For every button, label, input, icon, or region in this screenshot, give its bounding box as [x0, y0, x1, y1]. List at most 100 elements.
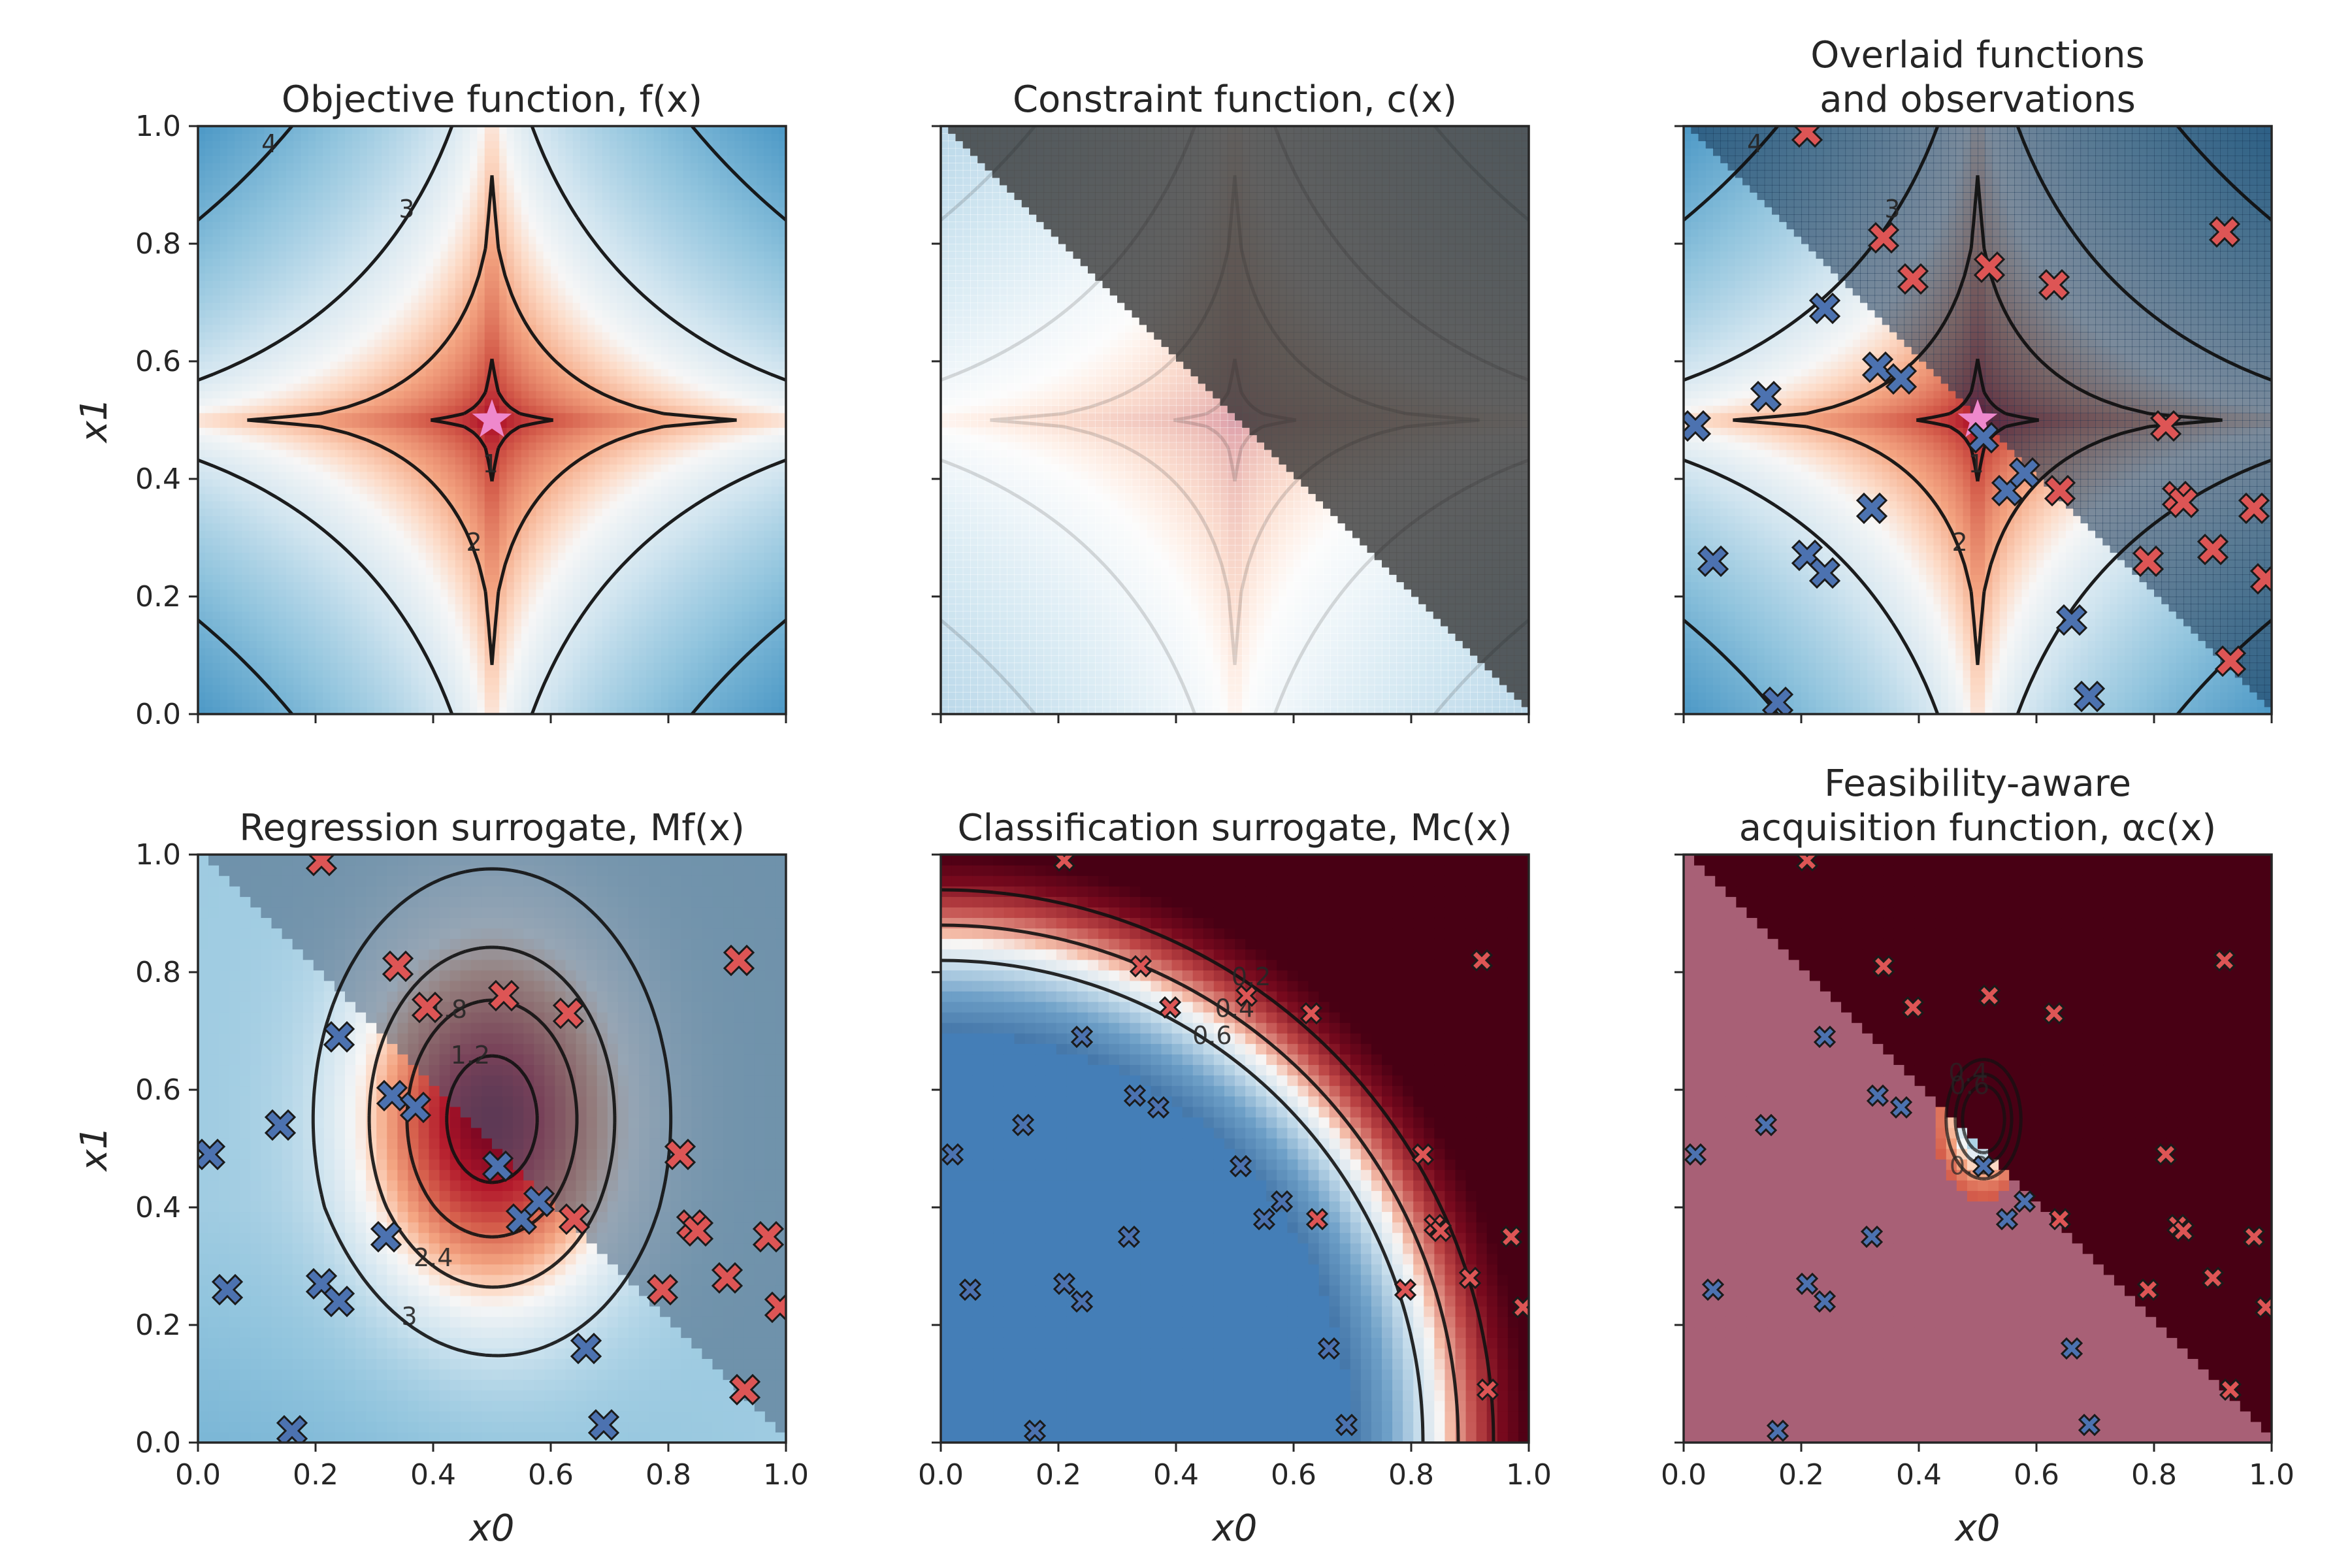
- observation-marker: [1235, 984, 1258, 1007]
- observation-marker: [2254, 1296, 2272, 1319]
- observation-marker: [523, 1185, 555, 1218]
- observation-marker: [1967, 421, 2000, 454]
- observation-marker: [1394, 1278, 1417, 1301]
- observation-marker: [1470, 949, 1494, 972]
- observation-marker: [1023, 1419, 1047, 1443]
- x-axis-label: x0: [1954, 1507, 2001, 1550]
- plot-frame: [939, 125, 1530, 715]
- plot-frame: [197, 125, 787, 715]
- chart-panel-6: 0.20.40.60.0 0.2 0.4 0.6 0.8 1.0x0Feasibility…: [1661, 762, 2295, 1550]
- optimum-star: [472, 399, 512, 437]
- observation-marker: [2201, 1266, 2225, 1290]
- contour-label: 0.6: [1192, 1021, 1232, 1050]
- x-tick-label: 0.2: [1778, 1458, 1824, 1492]
- plot-frame: [939, 853, 1530, 1444]
- observation-marker: [2055, 604, 2088, 636]
- observation-marker: [2208, 216, 2241, 248]
- x-tick-label: 1.0: [763, 1458, 809, 1492]
- contour-line: [247, 175, 737, 665]
- observation-marker: [1813, 1025, 1837, 1049]
- x-tick-label: 0.4: [410, 1458, 456, 1492]
- observation-marker: [711, 1262, 743, 1294]
- panel-title: Overlaid functions: [1810, 34, 2144, 76]
- contour-line: [941, 126, 1529, 714]
- observation-marker: [2044, 474, 2076, 507]
- y-axis-label: x1: [73, 398, 116, 444]
- panel-title: Classification surrogate, Mc(x): [958, 807, 1512, 849]
- observation-marker: [2249, 563, 2272, 595]
- y-tick-label: 0.4: [135, 463, 181, 496]
- plot-frame: [1682, 853, 2273, 1444]
- observation-marker: [1995, 1207, 2019, 1231]
- observation-marker: [1158, 996, 1182, 1019]
- observation-marker: [1123, 1084, 1147, 1107]
- observation-marker: [1129, 955, 1152, 978]
- contour-line: [198, 126, 786, 714]
- observation-marker: [1053, 1272, 1076, 1296]
- y-tick-label: 1.0: [135, 110, 181, 143]
- contour-label: 0.4: [1948, 1058, 1987, 1087]
- observation-marker: [1813, 1290, 1837, 1313]
- panel-title: Objective function, f(x): [282, 78, 702, 121]
- contour-line: [430, 358, 554, 482]
- contour-line: [1733, 175, 2223, 665]
- observation-marker: [587, 1409, 620, 1441]
- observation-marker: [211, 1273, 244, 1306]
- contour-line: [1961, 1084, 2006, 1154]
- contour-line: [445, 1054, 539, 1184]
- x-tick-label: 1.0: [1506, 1458, 1552, 1492]
- observation-marker: [552, 997, 585, 1030]
- observation-marker: [1866, 1084, 1889, 1107]
- observation-marker: [1299, 1002, 1323, 1025]
- observation-marker: [1305, 1207, 1329, 1231]
- contour-label: 2: [466, 528, 482, 557]
- observation-marker: [2042, 1002, 2066, 1025]
- observation-marker: [1808, 292, 1841, 325]
- y-tick-label: 0.6: [135, 1073, 181, 1107]
- x-tick-label: 0.2: [1036, 1458, 1081, 1492]
- observation-marker: [728, 1373, 761, 1406]
- observation-marker: [2038, 269, 2070, 301]
- observation-marker: [1860, 1225, 1884, 1249]
- observation-marker: [1147, 1096, 1170, 1119]
- observation-marker: [1011, 1113, 1035, 1137]
- observation-marker: [1270, 1190, 1294, 1213]
- observation-marker: [1411, 1143, 1435, 1166]
- contour-label: 2: [1952, 528, 1968, 557]
- observation-marker: [1701, 1278, 1725, 1301]
- x-tick-label: 0.2: [293, 1458, 338, 1492]
- panel-title: acquisition function, αc(x): [1739, 807, 2216, 849]
- observation-marker: [2238, 492, 2270, 525]
- observation-marker: [1766, 1419, 1789, 1443]
- observation-marker: [2132, 545, 2164, 578]
- observation-marker: [1252, 1207, 1276, 1231]
- contour-line: [1944, 1058, 2023, 1181]
- observation-marker: [1429, 1219, 1452, 1243]
- observation-marker: [941, 1143, 964, 1166]
- observation-marker: [1476, 1378, 1499, 1401]
- observation-marker: [323, 1285, 355, 1318]
- observation-marker: [411, 991, 444, 1024]
- observation-marker: [1697, 545, 1729, 578]
- contour-line: [198, 126, 786, 714]
- observation-marker: [681, 1215, 714, 1247]
- observation-marker: [399, 1091, 432, 1124]
- chart-panel-5: 0.20.40.60.0 0.2 0.4 0.6 0.8 1.0x0Classificat…: [918, 807, 1552, 1550]
- observation-marker: [2242, 1225, 2266, 1249]
- observation-marker: [764, 1291, 786, 1324]
- observation-marker: [1684, 1143, 1707, 1166]
- observation-marker: [2219, 1378, 2242, 1401]
- observation-marker: [382, 950, 414, 983]
- observation-marker: [2154, 1143, 2178, 1166]
- x-tick-label: 0.0: [918, 1458, 964, 1492]
- observation-marker: [1872, 955, 1895, 978]
- y-tick-label: 0.4: [135, 1191, 181, 1224]
- observation-marker: [2013, 1190, 2036, 1213]
- contour-label: 3: [1884, 195, 1900, 223]
- observation-marker: [1511, 1296, 1529, 1319]
- observation-marker: [2172, 1219, 2195, 1243]
- y-tick-label: 0.2: [135, 580, 181, 613]
- contour-line: [941, 126, 1529, 714]
